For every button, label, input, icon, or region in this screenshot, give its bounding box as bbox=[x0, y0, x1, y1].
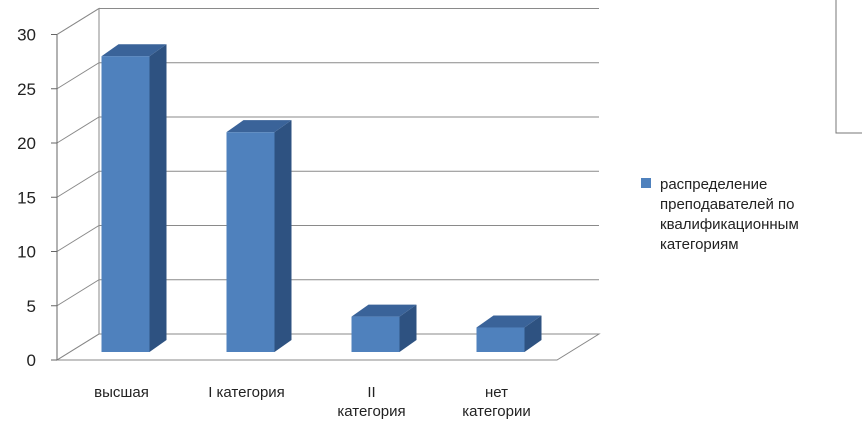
bar-front bbox=[352, 317, 400, 352]
x-tick-label: высшая bbox=[94, 384, 149, 401]
legend-label: квалификационным bbox=[660, 216, 799, 233]
y-tick-label: 5 bbox=[27, 297, 36, 316]
bar-front bbox=[227, 132, 275, 352]
legend-label: категориям bbox=[660, 236, 739, 253]
bar bbox=[227, 120, 292, 352]
bar-series bbox=[102, 44, 542, 352]
x-tick-label: категория bbox=[337, 403, 405, 420]
legend-label: распределение bbox=[660, 176, 767, 193]
legend-swatch bbox=[641, 178, 651, 188]
legend: распределение преподавателей по квалификац… bbox=[641, 176, 799, 253]
x-tick-label: категории bbox=[462, 403, 531, 420]
y-tick-label: 15 bbox=[17, 188, 36, 207]
gridline bbox=[57, 9, 599, 35]
y-tick-label: 25 bbox=[17, 80, 36, 99]
x-tick-label: I категория bbox=[208, 384, 285, 401]
bar-side bbox=[150, 44, 167, 352]
bar-front bbox=[102, 56, 150, 352]
y-tick-label: 10 bbox=[17, 243, 36, 262]
frame-edge bbox=[836, 0, 862, 133]
x-tick-label: нет bbox=[485, 384, 508, 401]
bar bbox=[352, 305, 417, 352]
y-tick-label: 20 bbox=[17, 134, 36, 153]
bar bbox=[102, 44, 167, 352]
x-axis: высшая I категория II категория нет категории bbox=[94, 384, 531, 420]
y-tick-label: 0 bbox=[27, 351, 36, 370]
decorative-frame bbox=[836, 0, 862, 133]
y-tick-label: 30 bbox=[17, 26, 36, 45]
bar-front bbox=[477, 327, 525, 352]
bar bbox=[477, 315, 542, 352]
x-tick-label: II bbox=[367, 384, 375, 401]
bar-side bbox=[275, 120, 292, 352]
legend-label: преподавателей по bbox=[660, 196, 795, 213]
y-axis: 0 5 10 15 20 25 30 bbox=[17, 26, 57, 371]
